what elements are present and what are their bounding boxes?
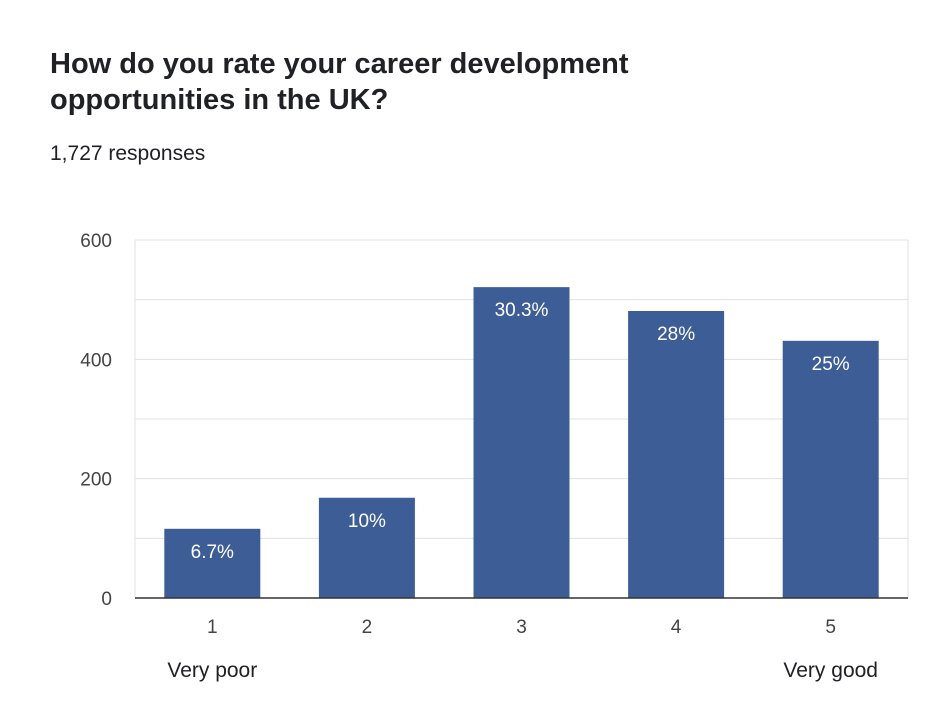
x-tick-label: 3 — [516, 617, 527, 638]
x-end-label-right: Very good — [783, 659, 878, 682]
response-count: 1,727 responses — [50, 142, 206, 165]
y-tick-label: 600 — [80, 231, 112, 252]
chart-title: How do you rate your career development … — [50, 48, 629, 116]
bar-data-label: 30.3% — [495, 300, 549, 321]
bar-data-label: 10% — [348, 511, 386, 532]
bar — [782, 340, 879, 598]
x-axis-ticks: 1 2 3 4 5 — [207, 617, 836, 638]
bar-data-label: 6.7% — [191, 542, 234, 563]
y-axis-ticks: 0 200 400 600 — [80, 231, 112, 610]
x-tick-label: 4 — [671, 617, 682, 638]
y-tick-label: 200 — [80, 470, 112, 491]
bar — [318, 497, 415, 598]
bar — [628, 311, 725, 598]
bar-data-label: 28% — [657, 324, 695, 345]
bar-data-label: 25% — [812, 354, 850, 375]
y-tick-label: 400 — [80, 350, 112, 371]
x-tick-label: 5 — [825, 617, 836, 638]
x-tick-label: 1 — [207, 617, 218, 638]
bar — [164, 528, 261, 598]
y-tick-label: 0 — [101, 589, 112, 610]
bars: 6.7% 10% 30.3% 28% 25% — [164, 287, 879, 598]
bar — [473, 287, 570, 598]
x-end-label-left: Very poor — [167, 659, 257, 682]
x-tick-label: 2 — [362, 617, 373, 638]
